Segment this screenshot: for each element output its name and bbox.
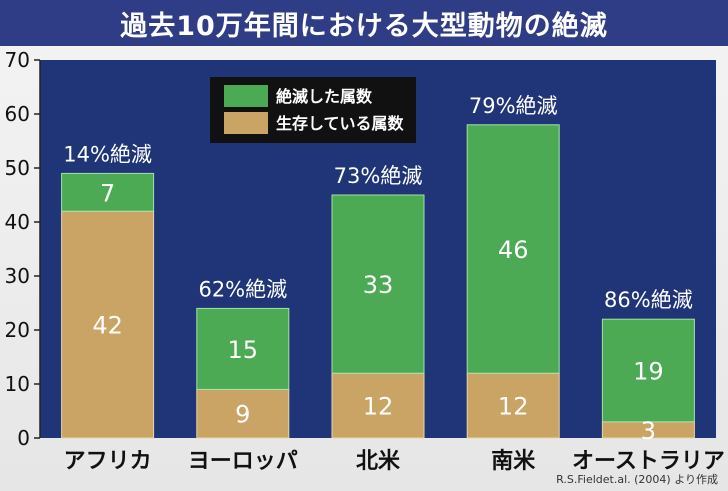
percent-extinct-label: 79%絶滅 [469,94,558,118]
legend-label: 絶滅した属数 [276,87,373,106]
data-label-surviving: 9 [235,401,250,429]
y-tick-label: 70 [5,48,30,72]
y-tick-label: 50 [5,156,30,180]
percent-extinct-label: 14%絶滅 [63,142,152,166]
bar-surviving [466,372,560,439]
title-bar: 過去10万年間における大型動物の絶滅 [0,0,728,46]
y-tick-label: 40 [5,210,30,234]
y-tick-label: 30 [5,264,30,288]
y-tick-label: 20 [5,318,30,342]
x-category-label: ヨーロッパ [188,449,298,474]
source-note: R.S.Fieldet.al. (2004) より作成 [556,473,718,486]
data-label-surviving: 3 [641,417,656,445]
legend-swatch [224,112,268,134]
bar-extinct [331,194,425,374]
data-label-extinct: 19 [633,358,664,386]
legend-label: 生存している属数 [276,114,405,133]
x-category-label: 南米 [491,449,536,474]
percent-extinct-label: 86%絶滅 [604,288,693,312]
bar-surviving [61,210,155,439]
bar-surviving [331,372,425,439]
data-label-extinct: 46 [498,236,529,264]
chart-title: 過去10万年間における大型動物の絶滅 [120,10,608,42]
x-category-label: オーストラリア [572,449,725,474]
y-tick-label: 60 [5,102,30,126]
bar-extinct [196,307,290,390]
data-label-extinct: 15 [228,336,259,364]
x-category-label: 北米 [356,449,401,474]
data-label-surviving: 12 [363,393,394,421]
bar-extinct [61,172,155,212]
x-category-label: アフリカ [64,449,152,474]
data-label-surviving: 12 [498,393,529,421]
y-tick-label: 0 [17,426,30,450]
bar-extinct [466,124,560,374]
percent-extinct-label: 62%絶滅 [198,277,287,301]
bar-extinct [601,318,695,423]
data-label-surviving: 42 [92,312,123,340]
percent-extinct-label: 73%絶滅 [334,164,423,188]
data-label-extinct: 7 [100,179,115,207]
legend-swatch [224,85,268,107]
y-tick-label: 10 [5,372,30,396]
data-label-extinct: 33 [363,271,394,299]
